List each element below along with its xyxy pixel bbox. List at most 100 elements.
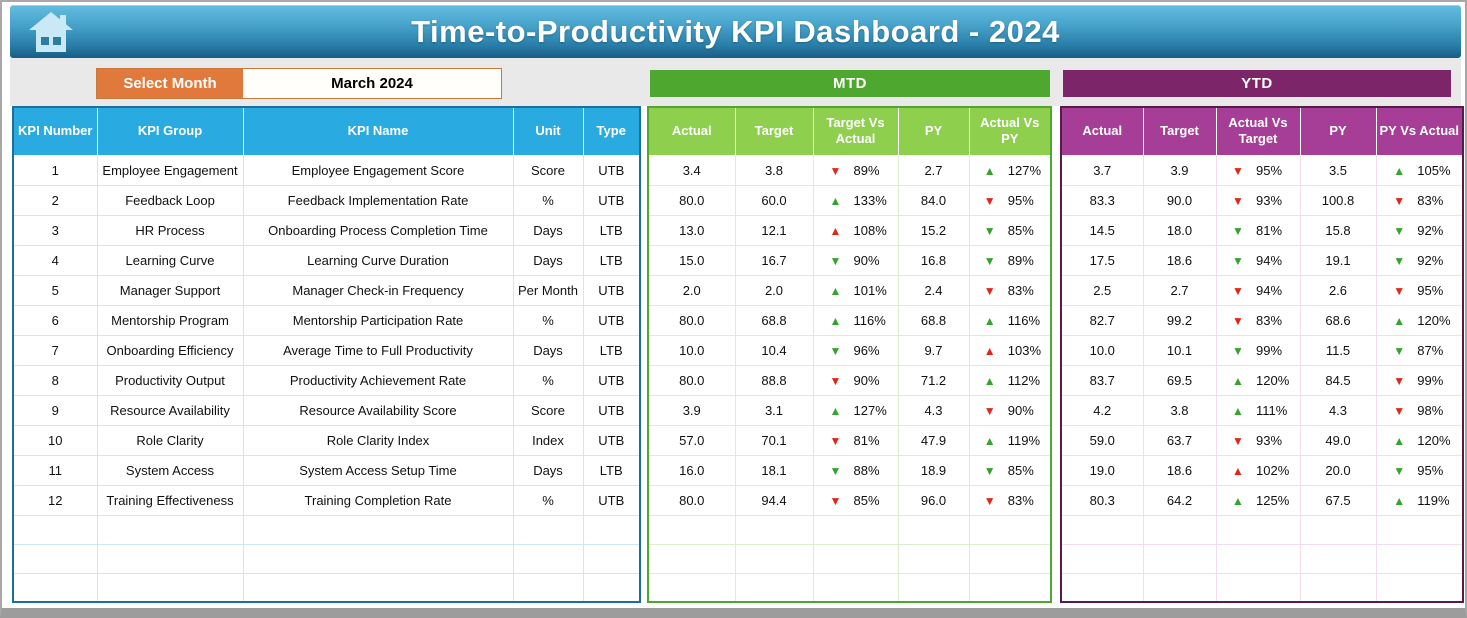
kpi-group-cell: Feedback Loop [96,184,244,216]
home-icon[interactable] [28,11,74,53]
select-month-control[interactable]: Select Month March 2024 [96,68,502,99]
empty-cell [512,543,584,574]
empty-row [12,514,641,545]
empty-cell [96,543,244,574]
kpi-number-cell: 2 [12,184,98,216]
variance-value: 112% [1007,373,1041,389]
unit-cell: % [512,484,584,516]
kpi-group-cell: Employee Engagement [96,154,244,186]
variance-value: 119% [1007,433,1041,449]
triangle-down-icon [824,344,848,358]
empty-cell [582,572,641,603]
mtd-row: 80.094.4 85% 96.0 83% [647,484,1052,516]
ytd-actual-cell: 3.7 [1060,154,1144,186]
ytd-actual-vs-target-cell: 93% [1215,184,1301,216]
ytd-row: 83.390.0 93% 100.8 83% [1060,184,1464,216]
mtd-actual-vs-py-cell: 127% [968,154,1052,186]
col-header-mtd-actual-vs-py: Actual Vs PY [968,106,1052,156]
ytd-row: 3.73.9 95% 3.5 105% [1060,154,1464,186]
col-header-kpi-number: KPI Number [12,106,98,156]
empty-cell [734,543,814,574]
type-cell: LTB [582,214,641,246]
mtd-target-cell: 60.0 [734,184,814,216]
triangle-down-icon [1226,284,1250,298]
empty-cell [1375,514,1464,545]
kpi-info-table: KPI Number KPI Group KPI Name Unit Type … [12,106,641,603]
ytd-actual-vs-target-cell: 120% [1215,364,1301,396]
kpi-row: 3 HR Process Onboarding Process Completion… [12,214,641,246]
variance-value: 83% [1007,493,1034,509]
empty-cell [812,514,899,545]
triangle-down-icon [978,254,1002,268]
triangle-up-icon [978,314,1002,328]
mtd-row: 3.43.8 89% 2.7 127% [647,154,1052,186]
kpi-name-cell: Role Clarity Index [242,424,514,456]
ytd-py-vs-actual-cell: 119% [1375,484,1464,516]
kpi-group-cell: Resource Availability [96,394,244,426]
mtd-target-vs-actual-cell: 89% [812,154,899,186]
mtd-target-vs-actual-cell: 96% [812,334,899,366]
kpi-row: 2 Feedback Loop Feedback Implementation Ra… [12,184,641,216]
kpi-group-cell: System Access [96,454,244,486]
ytd-row: 82.799.2 83% 68.6 120% [1060,304,1464,336]
mtd-target-cell: 18.1 [734,454,814,486]
triangle-up-icon [1226,494,1250,508]
ytd-actual-cell: 19.0 [1060,454,1144,486]
empty-cell [647,572,736,603]
unit-cell: Days [512,454,584,486]
variance-value: 85% [1007,223,1034,239]
ytd-py-vs-actual-cell: 99% [1375,364,1464,396]
mtd-target-vs-actual-cell: 90% [812,244,899,276]
ytd-header-row: Actual Target Actual Vs Target PY PY Vs … [1060,106,1464,156]
variance-value: 93% [1256,193,1283,209]
mtd-target-cell: 3.1 [734,394,814,426]
mtd-actual-cell: 10.0 [647,334,736,366]
type-cell: UTB [582,184,641,216]
empty-cell [96,572,244,603]
mtd-target-vs-actual-cell: 81% [812,424,899,456]
variance-value: 93% [1256,433,1283,449]
empty-cell [647,543,736,574]
empty-cell [1060,572,1144,603]
mtd-target-cell: 10.4 [734,334,814,366]
col-header-ytd-actual: Actual [1060,106,1144,156]
mtd-py-cell: 16.8 [897,244,970,276]
ytd-row: 4.23.8 111% 4.3 98% [1060,394,1464,426]
selected-month-value[interactable]: March 2024 [331,75,413,92]
ytd-py-cell: 84.5 [1299,364,1377,396]
kpi-name-cell: Mentorship Participation Rate [242,304,514,336]
kpi-group-cell: Role Clarity [96,424,244,456]
type-cell: UTB [582,484,641,516]
kpi-group-cell: Manager Support [96,274,244,306]
variance-value: 103% [1007,343,1041,359]
kpi-name-cell: Training Completion Rate [242,484,514,516]
triangle-down-icon [1387,344,1411,358]
variance-value: 94% [1256,283,1283,299]
mtd-target-vs-actual-cell: 90% [812,364,899,396]
empty-cell [1142,572,1217,603]
ytd-py-cell: 20.0 [1299,454,1377,486]
variance-value: 85% [1007,463,1034,479]
mtd-actual-cell: 15.0 [647,244,736,276]
kpi-row: 7 Onboarding Efficiency Average Time to Fu… [12,334,641,366]
mtd-target-vs-actual-cell: 127% [812,394,899,426]
ytd-target-cell: 69.5 [1142,364,1217,396]
variance-value: 111% [1256,403,1288,419]
variance-value: 99% [1256,343,1283,359]
kpi-row: 12 Training Effectiveness Training Complet… [12,484,641,516]
ytd-py-vs-actual-cell: 120% [1375,424,1464,456]
empty-row [1060,572,1464,603]
ytd-row: 83.769.5 120% 84.5 99% [1060,364,1464,396]
kpi-number-cell: 9 [12,394,98,426]
empty-cell [1215,543,1301,574]
variance-value: 81% [853,433,880,449]
ytd-py-cell: 49.0 [1299,424,1377,456]
empty-cell [812,543,899,574]
triangle-down-icon [1387,374,1411,388]
variance-value: 94% [1256,253,1283,269]
variance-value: 89% [1007,253,1034,269]
empty-row [647,514,1052,545]
ytd-target-cell: 3.8 [1142,394,1217,426]
empty-cell [968,572,1052,603]
mtd-row: 15.016.7 90% 16.8 89% [647,244,1052,276]
